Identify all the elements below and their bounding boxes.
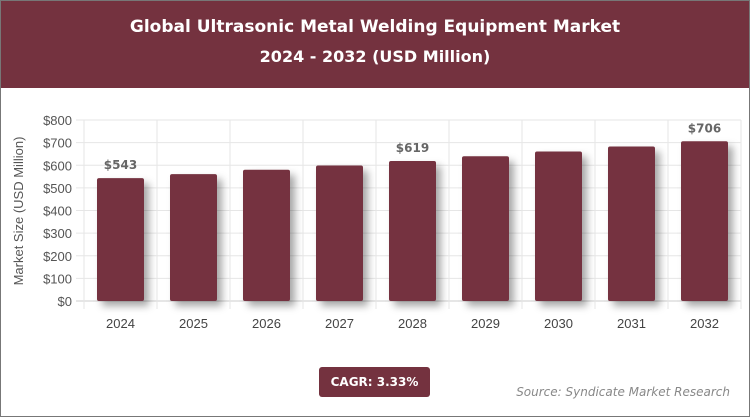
chart-title: Global Ultrasonic Metal Welding Equipmen… <box>129 17 621 37</box>
bar-2029 <box>462 156 509 301</box>
bar-2028 <box>389 160 436 301</box>
data-label-2032: $706 <box>688 121 721 135</box>
x-tick-label: 2032 <box>690 316 719 331</box>
y-tick-label: $600 <box>43 158 72 173</box>
y-tick-label: $800 <box>43 113 72 128</box>
bar-2030 <box>535 151 582 301</box>
x-tick-label: 2024 <box>106 316 135 331</box>
x-tick-label: 2025 <box>179 316 208 331</box>
x-tick-label: 2030 <box>544 316 573 331</box>
x-tick-label: 2029 <box>471 316 500 331</box>
bar-2027 <box>316 165 363 301</box>
chart-header: Global Ultrasonic Metal Welding Equipmen… <box>1 1 749 88</box>
y-tick-label: $0 <box>58 294 72 309</box>
bar-2031 <box>608 146 655 301</box>
x-tick-label: 2026 <box>252 316 281 331</box>
bar-2026 <box>243 169 290 301</box>
y-tick-label: $400 <box>43 204 72 219</box>
data-label-2024: $543 <box>104 158 137 172</box>
cagr-badge: CAGR: 3.33% <box>319 367 430 397</box>
bar-2025 <box>170 174 217 301</box>
chart-subtitle: 2024 - 2032 (USD Million) <box>259 47 491 66</box>
y-tick-label: $300 <box>43 226 72 241</box>
bar-2024 <box>97 178 144 301</box>
y-tick-label: $700 <box>43 136 72 151</box>
y-tick-label: $500 <box>43 181 72 196</box>
bar-2032 <box>681 141 728 301</box>
y-tick-label: $100 <box>43 271 72 286</box>
x-tick-label: 2031 <box>617 316 646 331</box>
data-label-2028: $619 <box>396 141 429 155</box>
x-tick-label: 2027 <box>325 316 354 331</box>
source-note: Source: Syndicate Market Research <box>516 385 730 399</box>
y-tick-label: $200 <box>43 249 72 264</box>
y-axis-label: Market Size (USD Million) <box>11 137 26 286</box>
x-tick-label: 2028 <box>398 316 427 331</box>
